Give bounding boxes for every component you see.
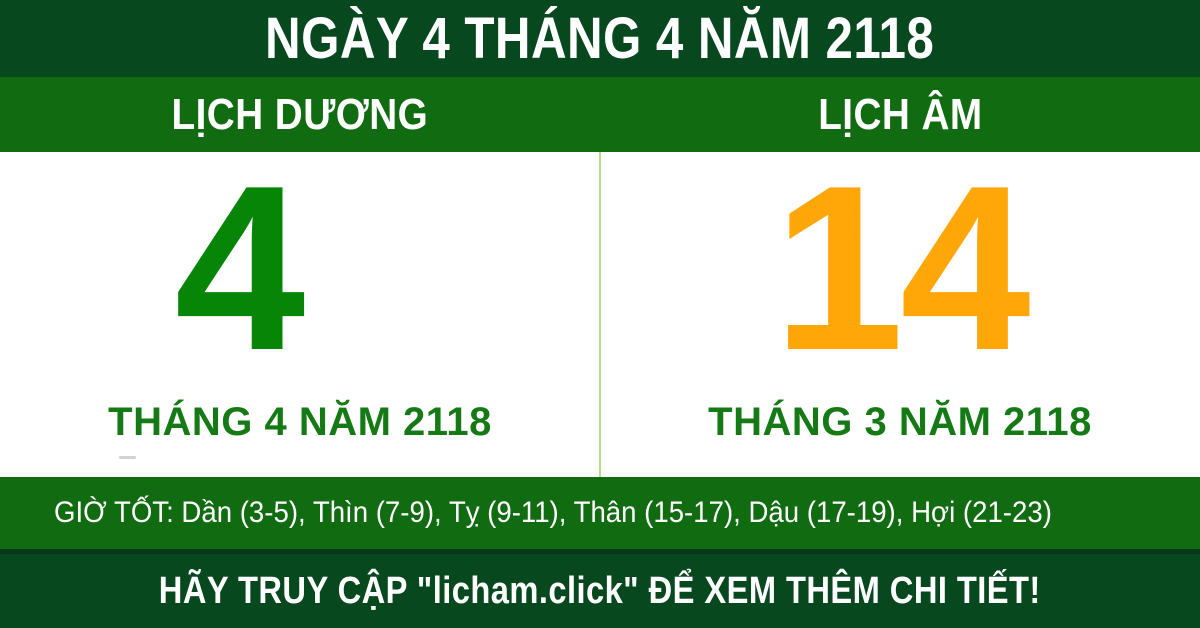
good-hours-text: GIỜ TỐT: Dần (3-5), Thìn (7-9), Tỵ (9-11… bbox=[54, 496, 1052, 529]
calendar-type-bar: LỊCH DƯƠNG LỊCH ÂM bbox=[0, 77, 1200, 152]
good-hours-bar: GIỜ TỐT: Dần (3-5), Thìn (7-9), Tỵ (9-11… bbox=[0, 477, 1200, 549]
footer-banner-text: HÃY TRUY CẬP "licham.click" ĐỂ XEM THÊM … bbox=[159, 569, 1041, 612]
lunar-header-label: LỊCH ÂM bbox=[817, 89, 983, 139]
solar-header-label: LỊCH DƯƠNG bbox=[171, 89, 429, 139]
lunar-day-number: 14 bbox=[773, 135, 1030, 399]
date-header-title: NGÀY 4 THÁNG 4 NĂM 2118 bbox=[265, 6, 935, 71]
lunar-header: LỊCH ÂM bbox=[600, 77, 1200, 152]
solar-day-number: 4 bbox=[174, 135, 306, 399]
solar-month-label: THÁNG 4 NĂM 2118 bbox=[108, 400, 492, 444]
smudge-artifact bbox=[119, 456, 136, 459]
date-header: NGÀY 4 THÁNG 4 NĂM 2118 bbox=[0, 0, 1200, 77]
calendar-panel: 4 THÁNG 4 NĂM 2118 14 THÁNG 3 NĂM 2118 bbox=[0, 135, 1200, 477]
column-divider bbox=[599, 152, 601, 477]
solar-header: LỊCH DƯƠNG bbox=[0, 77, 600, 152]
lunar-month-label: THÁNG 3 NĂM 2118 bbox=[708, 400, 1092, 444]
solar-column: 4 THÁNG 4 NĂM 2118 bbox=[0, 135, 600, 477]
lunar-column: 14 THÁNG 3 NĂM 2118 bbox=[600, 135, 1200, 477]
footer-banner: HÃY TRUY CẬP "licham.click" ĐỂ XEM THÊM … bbox=[0, 549, 1200, 628]
